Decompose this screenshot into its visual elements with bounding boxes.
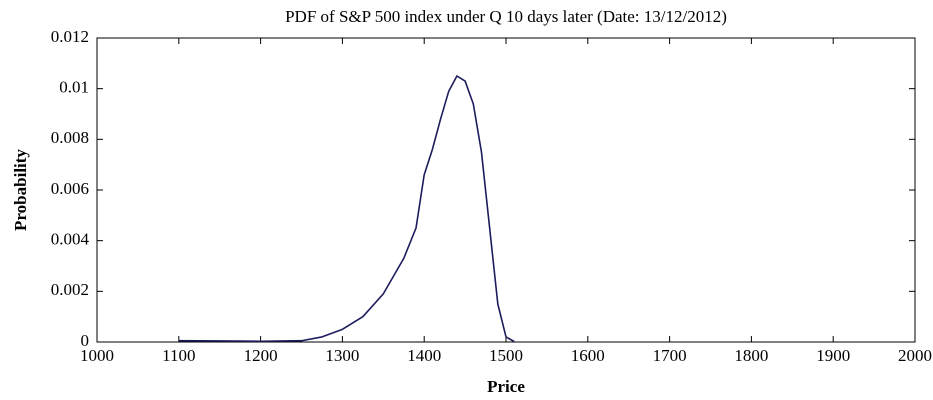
x-tick-label: 2000 xyxy=(898,346,932,365)
x-tick-label: 1400 xyxy=(407,346,441,365)
x-tick-label: 1100 xyxy=(162,346,195,365)
y-axis-label: Probability xyxy=(11,149,30,231)
chart-title: PDF of S&P 500 index under Q 10 days lat… xyxy=(285,7,727,26)
x-tick-label: 1600 xyxy=(571,346,605,365)
y-tick-label: 0.008 xyxy=(51,128,89,147)
x-tick-label: 1000 xyxy=(80,346,114,365)
y-tick-label: 0.01 xyxy=(59,78,89,97)
y-tick-label: 0.006 xyxy=(51,179,89,198)
x-tick-label: 1300 xyxy=(325,346,359,365)
x-tick-label: 1800 xyxy=(734,346,768,365)
y-tick-label: 0 xyxy=(81,331,90,350)
x-tick-label: 1900 xyxy=(816,346,850,365)
x-tick-label: 1500 xyxy=(489,346,523,365)
x-tick-label: 1200 xyxy=(244,346,278,365)
data-line xyxy=(178,75,515,343)
y-tick-label: 0.012 xyxy=(51,27,89,46)
plot-frame xyxy=(96,37,916,343)
x-axis-label: Price xyxy=(487,377,525,396)
y-tick-label: 0.002 xyxy=(51,280,89,299)
y-tick-label: 0.004 xyxy=(51,230,90,249)
x-tick-label: 1700 xyxy=(653,346,687,365)
